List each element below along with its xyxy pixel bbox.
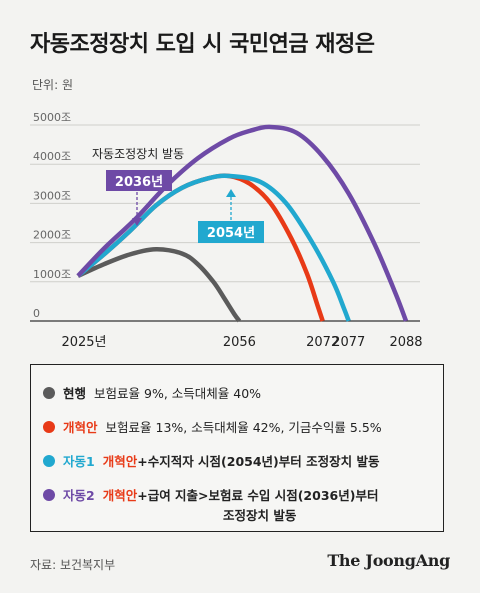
y-tick-label: 4000조 <box>33 150 71 163</box>
legend-dot <box>43 387 55 399</box>
legend-text: +급여 지출>보험료 수입 시점(2036년)부터 <box>137 488 379 503</box>
y-tick-label: 3000조 <box>33 189 71 202</box>
page-title: 자동조정장치 도입 시 국민연금 재정은 <box>30 32 375 57</box>
badge-2054-label: 2054년 <box>207 226 255 241</box>
legend-name: 자동2 <box>63 488 95 503</box>
legend-text: 보험료율 9%, 소득대체율 40% <box>94 386 262 401</box>
legend-item-reform: 개혁안 보험료율 13%, 소득대체율 42%, 기금수익률 5.5% <box>43 417 382 436</box>
legend-item-current: 현행 보험료율 9%, 소득대체율 40% <box>43 383 261 402</box>
legend-item-auto2-cont: 조정장치 발동 <box>223 505 296 524</box>
trigger-label: 자동조정장치 발동 <box>92 147 184 161</box>
series-line-자동2 <box>76 124 409 322</box>
legend-dot <box>43 455 55 467</box>
x-tick-label: 2056 <box>223 335 256 350</box>
brand-logo: The JoongAng <box>327 551 450 570</box>
legend-ref: 개혁안 <box>102 488 138 503</box>
legend-text: 조정장치 발동 <box>223 508 297 523</box>
source-note: 자료: 보건복지부 <box>30 558 116 572</box>
legend-name: 개혁안 <box>63 420 98 435</box>
x-tick-label: 2072 <box>306 335 339 350</box>
arrow-2036-head <box>132 218 142 226</box>
x-tick-label: 2077 <box>332 335 365 350</box>
badge-2036 <box>106 170 172 191</box>
legend-text: +수지적자 시점(2054년)부터 조정장치 발동 <box>137 454 380 469</box>
legend-name: 현행 <box>63 386 87 401</box>
legend-name: 자동1 <box>63 454 95 469</box>
arrow-2054-head <box>226 189 236 197</box>
y-tick-label: 1000조 <box>33 268 71 281</box>
legend-text: 보험료율 13%, 소득대체율 42%, 기금수익률 5.5% <box>105 420 382 435</box>
legend-ref: 개혁안 <box>102 454 138 469</box>
x-tick-label: 2088 <box>389 335 422 350</box>
legend-box: 현행 보험료율 9%, 소득대체율 40% 개혁안 보험료율 13%, 소득대체율 … <box>30 364 444 532</box>
y-tick-label: 0 <box>33 307 40 320</box>
legend-item-auto2: 자동2 개혁안+급여 지출>보험료 수입 시점(2036년)부터 <box>43 485 378 504</box>
legend-item-auto1: 자동1 개혁안+수지적자 시점(2054년)부터 조정장치 발동 <box>43 451 379 470</box>
series-line-자동1 <box>76 173 351 322</box>
unit-label: 단위: 원 <box>32 78 73 92</box>
legend-dot <box>43 421 55 433</box>
line-chart: 0 1000조 2000조 3000조 4000조 5000조 2025년 2056 2072… <box>30 111 423 350</box>
y-tick-label: 5000조 <box>33 111 71 124</box>
badge-2036-label: 2036년 <box>115 175 163 190</box>
legend-dot <box>43 489 55 501</box>
series-line-현행 <box>77 247 242 323</box>
x-tick-label: 2025년 <box>61 335 106 350</box>
badge-2054 <box>198 221 264 243</box>
series-line-개혁안 <box>76 173 325 322</box>
y-tick-label: 2000조 <box>33 229 71 242</box>
